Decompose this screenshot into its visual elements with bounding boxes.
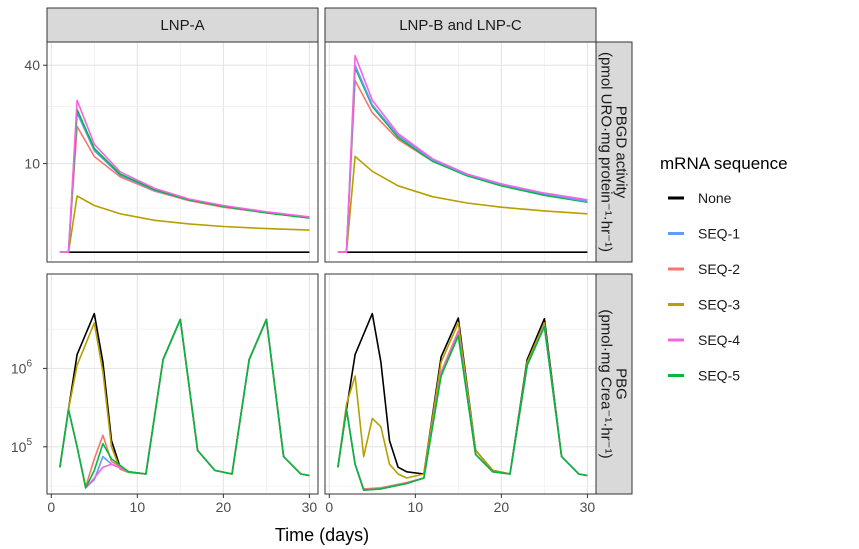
x-tick-label: 30 — [580, 499, 596, 515]
facet-strip-row — [595, 273, 633, 495]
series-line-seq-4 — [59, 99, 310, 253]
x-tick-label: 20 — [216, 499, 232, 515]
y-tick-label: 40 — [24, 57, 40, 73]
legend: mRNA sequence None SEQ-1 SEQ-2 SEQ-3 SEQ-4 SEQ… — [660, 154, 788, 384]
series-line-seq-3 — [337, 322, 588, 479]
panel-series-group — [59, 312, 310, 489]
legend-label-seq-5: SEQ-5 — [698, 368, 740, 384]
series-line-seq-5 — [337, 325, 588, 491]
legend-label-seq-1: SEQ-1 — [698, 226, 740, 242]
series-line-none — [337, 312, 588, 477]
panel-pbgd-2 — [325, 42, 596, 262]
panel-pbg-2 — [325, 274, 596, 494]
facet-strip-column-label: LNP-B and LNP-C — [399, 17, 522, 34]
legend-label-seq-3: SEQ-3 — [698, 297, 740, 313]
y-tick-label: 105 — [11, 437, 33, 455]
y-tick-label: 106 — [11, 358, 33, 376]
facet-strip-row-label: PBGD activity(pmol URO·mg protein⁻¹·hr⁻¹… — [598, 52, 630, 252]
series-line-seq-4 — [337, 54, 588, 253]
legend-label-none: None — [698, 190, 732, 206]
series-line-seq-3 — [337, 155, 588, 253]
facet-strip-column-label: LNP-A — [160, 17, 204, 34]
x-tick-label: 10 — [408, 499, 424, 515]
x-tick-label: 20 — [494, 499, 510, 515]
panel-border — [46, 273, 319, 495]
facet-strip-column — [46, 7, 319, 43]
legend-label-seq-4: SEQ-4 — [698, 332, 740, 348]
panel-series-group — [59, 99, 310, 253]
facet-strip-column — [324, 7, 597, 43]
panel-series-group — [337, 54, 588, 253]
legend-title: mRNA sequence — [660, 154, 788, 173]
panel-series-group — [337, 312, 588, 491]
legend-label-seq-2: SEQ-2 — [698, 261, 740, 277]
series-line-seq-3 — [59, 195, 310, 253]
facet-strip-row-label: PBG(pmol·mg Crea⁻¹·hr⁻¹) — [598, 309, 630, 458]
x-tick-label: 0 — [47, 499, 55, 515]
x-axis-title: Time (days) — [275, 525, 369, 545]
series-line-seq-5 — [59, 318, 310, 489]
x-tick-label: 10 — [130, 499, 146, 515]
y-tick-label: 10 — [24, 156, 40, 172]
facet-strip-row — [595, 41, 633, 263]
x-tick-label: 30 — [302, 499, 318, 515]
panel-pbg-1 — [47, 274, 318, 494]
x-tick-label: 0 — [325, 499, 333, 515]
